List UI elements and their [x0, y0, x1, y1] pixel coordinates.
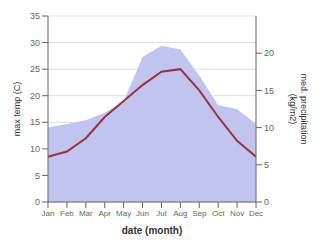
svg-text:5: 5	[264, 160, 269, 170]
svg-text:Sep: Sep	[192, 209, 207, 218]
svg-text:0: 0	[264, 197, 269, 207]
svg-text:Dec: Dec	[249, 209, 263, 218]
svg-text:Jan: Jan	[42, 209, 55, 218]
svg-text:35: 35	[30, 11, 40, 21]
svg-text:25: 25	[30, 64, 40, 74]
svg-text:med. precipitation: med. precipitation	[299, 73, 309, 144]
svg-text:0: 0	[35, 197, 40, 207]
svg-text:May: May	[116, 209, 131, 218]
svg-text:Aug: Aug	[173, 209, 187, 218]
svg-text:Jul: Jul	[156, 209, 166, 218]
svg-text:15: 15	[264, 86, 274, 96]
svg-text:(kg/m2): (kg/m2)	[288, 94, 298, 125]
svg-text:Oct: Oct	[212, 209, 225, 218]
svg-text:5: 5	[35, 171, 40, 181]
svg-text:15: 15	[30, 117, 40, 127]
svg-text:20: 20	[264, 48, 274, 58]
svg-text:Nov: Nov	[230, 209, 244, 218]
svg-text:Mar: Mar	[79, 209, 93, 218]
svg-text:10: 10	[30, 144, 40, 154]
svg-text:Jun: Jun	[136, 209, 149, 218]
svg-text:30: 30	[30, 38, 40, 48]
svg-text:20: 20	[30, 91, 40, 101]
svg-text:max temp (C): max temp (C)	[12, 82, 22, 137]
svg-text:Feb: Feb	[60, 209, 74, 218]
svg-text:date (month): date (month)	[122, 225, 183, 236]
svg-text:10: 10	[264, 123, 274, 133]
svg-text:Apr: Apr	[99, 209, 112, 218]
